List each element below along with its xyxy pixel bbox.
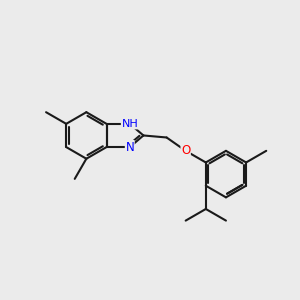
Text: O: O	[181, 144, 190, 157]
Text: N: N	[125, 141, 134, 154]
Text: NH: NH	[122, 119, 138, 129]
